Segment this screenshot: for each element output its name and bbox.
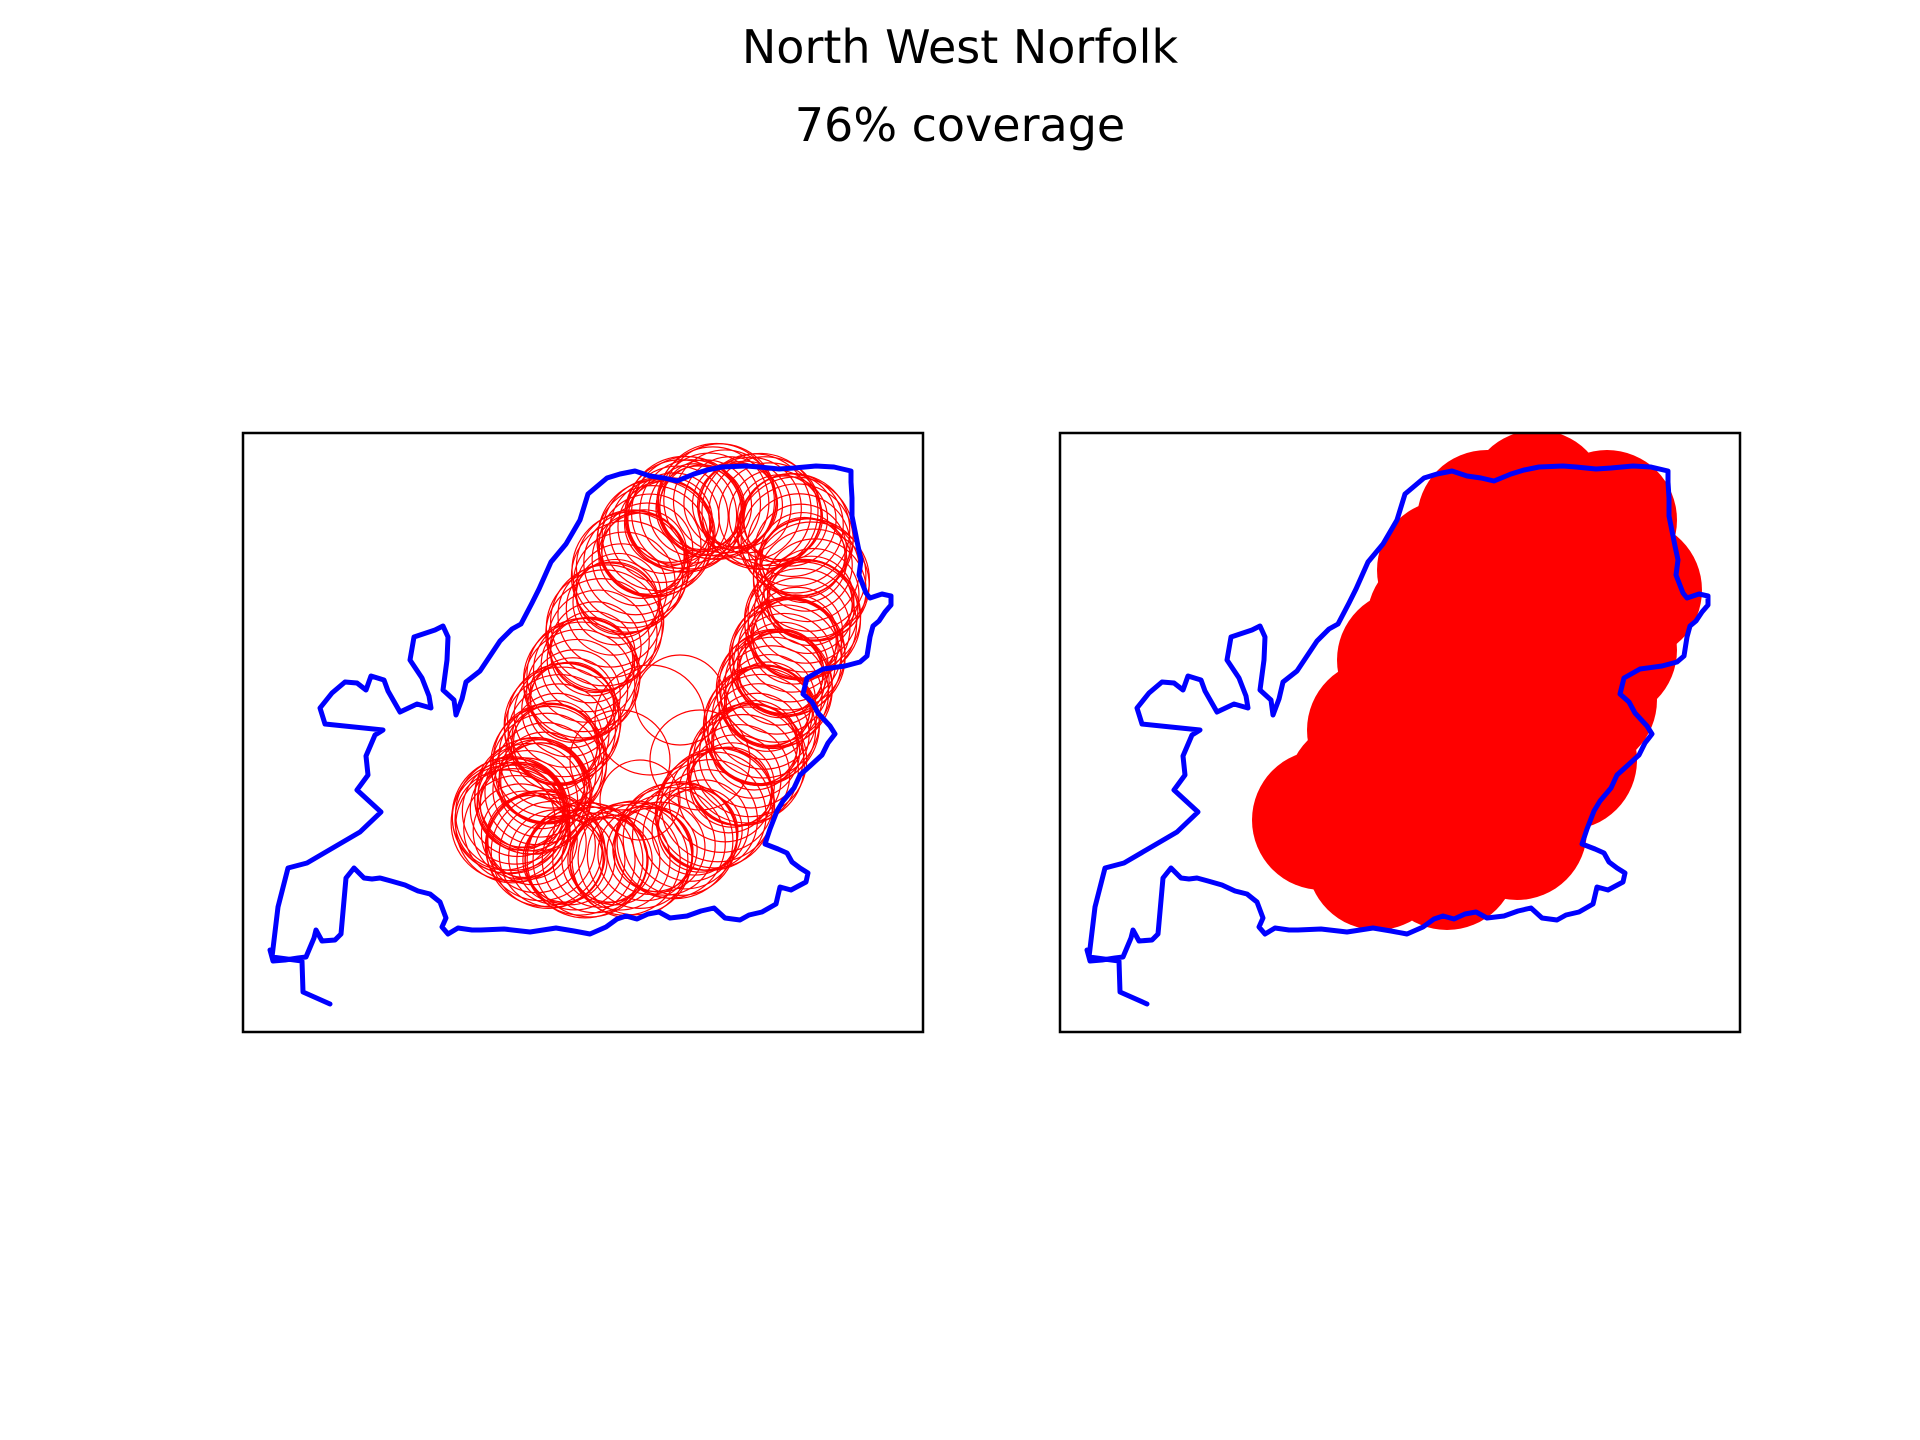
constituency-boundary: [1084, 463, 1711, 1007]
coverage-circle: [550, 564, 665, 679]
coverage-circle: [450, 764, 568, 882]
figure-subtitle: 76% coverage: [794, 98, 1126, 152]
coverage-circle: [594, 664, 706, 776]
coverage-area-fill: [1322, 500, 1632, 860]
right-map-panel: [1058, 431, 1742, 1034]
coverage-circle: [485, 794, 572, 880]
coverage-circle: [508, 809, 605, 906]
coverage-circle: [741, 475, 829, 562]
coverage-circle: [455, 768, 571, 884]
left-map-panel: [241, 431, 925, 1034]
coverage-circle: [597, 479, 715, 597]
coverage-circle: [622, 781, 738, 896]
coverage-circle: [532, 802, 648, 918]
coverage-circle: [634, 654, 726, 746]
coverage-circle: [720, 645, 823, 748]
coverage-circle: [526, 801, 644, 919]
coverage-circle: [655, 751, 773, 869]
coverage-circle: [545, 578, 658, 691]
coverage-circle: [569, 709, 671, 811]
coverage-circle: [511, 692, 603, 785]
coverage-circle: [659, 459, 753, 553]
coverage-fill-layer: [1252, 433, 1702, 930]
coverage-circle: [649, 709, 751, 811]
left-axes-frame: [241, 431, 925, 1034]
coverage-circle: [572, 558, 660, 646]
coverage-circle: [716, 636, 830, 750]
coverage-circle: [599, 759, 681, 841]
figure-title: North West Norfolk: [741, 20, 1179, 74]
coverage-circle: [567, 817, 653, 903]
coverage-circle: [614, 801, 706, 893]
coverage-circle: [683, 456, 777, 550]
coverage-circle: [712, 700, 799, 786]
constituency-boundary: [267, 463, 894, 1007]
right-axes-frame: [1058, 431, 1742, 1034]
coverage-circle: [484, 790, 596, 902]
coverage-circle: [759, 511, 846, 599]
coverage-circles-layer: [450, 442, 871, 919]
coverage-circle: [549, 601, 642, 694]
coverage-circle: [761, 516, 848, 604]
